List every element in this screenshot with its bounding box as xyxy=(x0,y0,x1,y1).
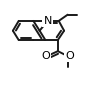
Text: N: N xyxy=(43,16,52,26)
Text: O: O xyxy=(41,51,50,61)
Text: O: O xyxy=(66,51,74,61)
